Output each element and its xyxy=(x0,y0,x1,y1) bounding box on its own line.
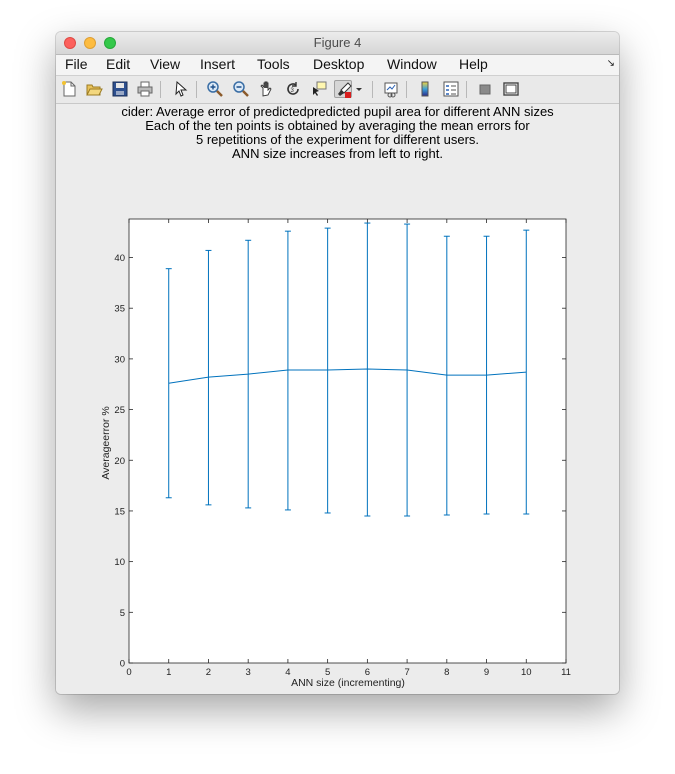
y-tick-label: 15 xyxy=(114,506,125,517)
link-plot-icon[interactable] xyxy=(382,80,400,98)
y-tick-label: 35 xyxy=(114,304,125,315)
show-plot-tools-icon[interactable] xyxy=(502,80,520,98)
chart-title-line-1: cider: Average error of predictedpredict… xyxy=(121,104,554,119)
x-axis-label: ANN size (incrementing) xyxy=(291,677,405,689)
chart-root: 0 1 2 3 4 5 6 7 8 9 10 11 0 5 10 15 20 25 30 35 40 ANN size (… xyxy=(100,218,571,689)
plot-svg: 0 1 2 3 4 5 6 7 8 9 10 11 0 5 10 15 20 25 30 35 40 ANN size (… xyxy=(100,218,571,689)
x-tick-label: 4 xyxy=(285,667,290,678)
zoom-out-icon[interactable] xyxy=(232,80,250,98)
title-bar[interactable]: Figure 4 xyxy=(56,32,619,55)
x-tick-label: 0 xyxy=(126,667,131,678)
y-tick-label: 20 xyxy=(114,456,125,467)
menu-insert[interactable]: Insert xyxy=(200,56,236,72)
new-figure-icon[interactable] xyxy=(60,80,78,98)
y-tick-label: 30 xyxy=(114,354,125,365)
pointer-icon[interactable] xyxy=(172,80,190,98)
zoom-in-icon[interactable] xyxy=(206,80,224,98)
y-axis-label: Averageerror % xyxy=(100,406,112,479)
menu-edit[interactable]: Edit xyxy=(106,56,131,72)
series-line xyxy=(168,368,527,384)
toolbar-separator xyxy=(406,81,407,98)
x-tick-label: 1 xyxy=(166,667,171,678)
print-icon[interactable] xyxy=(136,80,154,98)
hide-plot-tools-icon[interactable] xyxy=(476,80,494,98)
x-tick-label: 10 xyxy=(521,667,532,678)
dock-arrow-icon[interactable]: ↘ xyxy=(606,58,615,69)
pan-icon[interactable] xyxy=(258,80,276,98)
toolbar-separator xyxy=(372,81,373,98)
chart-title-line-3: 5 repetitions of the experiment for diff… xyxy=(195,132,480,147)
menu-view[interactable]: View xyxy=(150,56,181,72)
chart-title-line-4: ANN size increases from left to right. xyxy=(232,146,443,161)
menu-file[interactable]: File xyxy=(65,56,88,72)
menu-desktop[interactable]: Desktop xyxy=(313,56,365,72)
legend-icon[interactable] xyxy=(442,80,460,98)
svg-text:3: 3 xyxy=(291,88,295,94)
open-file-icon[interactable] xyxy=(85,80,103,98)
menu-help[interactable]: Help xyxy=(459,56,488,72)
toolbar-separator xyxy=(160,81,161,98)
y-tick-label: 25 xyxy=(114,405,125,416)
minimize-button[interactable] xyxy=(84,37,96,49)
menu-window[interactable]: Window xyxy=(387,56,437,72)
toolbar-separator xyxy=(466,81,467,98)
y-tick-label: 5 xyxy=(120,608,125,619)
x-tick-label: 6 xyxy=(365,667,370,678)
x-tick-label: 8 xyxy=(444,667,449,678)
x-tick-label: 5 xyxy=(325,667,330,678)
x-tick-label: 2 xyxy=(206,667,211,678)
toolbar-separator xyxy=(196,81,197,98)
figure-window: Figure 4 File Edit View Insert Tools Des… xyxy=(56,32,619,694)
save-icon[interactable] xyxy=(111,80,129,98)
plot-axes-box[interactable] xyxy=(128,218,567,664)
colorbar-icon[interactable] xyxy=(416,80,434,98)
x-tick-label: 11 xyxy=(561,667,571,678)
chart-title-line-2: Each of the ten points is obtained by av… xyxy=(145,118,530,133)
zoom-button[interactable] xyxy=(104,37,116,49)
close-button[interactable] xyxy=(64,37,76,49)
figure-toolbar: 3 xyxy=(56,76,619,104)
menu-bar: File Edit View Insert Tools Desktop Wind… xyxy=(56,55,619,76)
window-title: Figure 4 xyxy=(313,35,362,50)
y-tick-label: 0 xyxy=(120,659,125,670)
rotate-icon[interactable]: 3 xyxy=(284,80,302,98)
brush-icon[interactable] xyxy=(334,80,352,98)
y-tick-label: 10 xyxy=(114,557,125,568)
x-tick-label: 9 xyxy=(484,667,489,678)
data-cursor-icon[interactable] xyxy=(310,80,328,98)
figure-canvas: cider: Average error of predictedpredict… xyxy=(56,104,619,694)
brush-dropdown-icon[interactable] xyxy=(354,80,364,98)
x-tick-label: 3 xyxy=(246,667,251,678)
menu-tools[interactable]: Tools xyxy=(257,56,290,72)
y-tick-label: 40 xyxy=(114,253,125,264)
x-tick-label: 7 xyxy=(404,667,409,678)
